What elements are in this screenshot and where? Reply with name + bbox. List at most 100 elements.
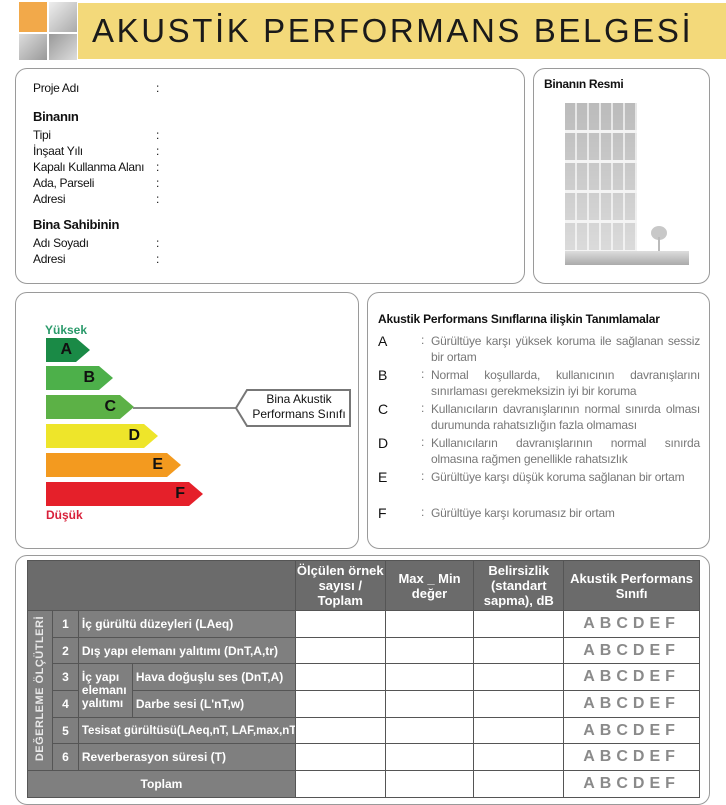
row-number: 4 [52,690,79,718]
cell-belirsizlik[interactable] [473,610,565,638]
label-ada-parseli: Ada, Parseli [33,176,95,190]
colon: : [421,505,425,519]
group-label: İç yapı elemanı yalıtımı [77,663,133,718]
cell-max-min[interactable] [384,636,475,665]
cell-class-letters[interactable]: ABCDEF [563,663,700,692]
cell-belirsizlik[interactable] [473,716,565,745]
cell-max-min[interactable] [384,610,475,638]
definition-text: Kullanıcıların davranışlarının normal sı… [431,402,700,432]
definition-text: Gürültüye karşı düşük koruma sağlanan bi… [431,470,685,484]
cell-belirsizlik[interactable] [473,743,565,772]
class-bar-d: D [46,424,158,448]
colon: : [156,81,160,95]
label-adi-soyadi: Adı Soyadı [33,236,89,250]
cell-belirsizlik[interactable] [473,663,565,692]
cell-class-letters[interactable]: ABCDEF [563,610,700,638]
ground-image [565,251,689,265]
colon: : [156,192,160,206]
cell-olculen[interactable] [294,690,386,718]
cell-max-min[interactable] [384,743,475,772]
label-insaat-yili: İnşaat Yılı [33,144,83,158]
class-bar-letter: D [128,427,140,444]
class-bar-e: E [46,453,181,477]
class-bar-letter: A [60,341,72,358]
cell-olculen[interactable] [294,770,386,798]
cell-olculen[interactable] [294,716,386,745]
colon: : [156,128,160,142]
definition-item: F: Gürültüye karşı korumasız bir ortam [378,505,700,521]
cell-belirsizlik[interactable] [473,770,565,798]
tree-image [651,226,667,240]
section-bina-sahibinin: Bina Sahibinin [33,217,120,232]
row-label: Darbe sesi (L'nT,w) [131,690,296,718]
header-blank [27,560,296,611]
table-row: 6 Reverberasyon süresi (T) ABCDEF [28,743,700,772]
table-row: 5 Tesisat gürültüsü(LAeq,nT, LAF,max,nT) A… [28,716,700,745]
table-row: 4 Darbe sesi (L'nT,w) ABCDEF [28,690,700,718]
header-belirsizlik: Belirsizlik (standart sapma), dB [473,560,565,611]
cell-olculen[interactable] [294,743,386,772]
cell-class-letters[interactable]: ABCDEF [563,716,700,745]
definition-item: E: Gürültüye karşı düşük koruma sağlanan … [378,469,700,485]
table-row: 3 İç yapı elemanı yalıtımı Hava doğuşlu se… [28,663,700,718]
section-binanin: Binanın [33,109,79,124]
class-bar-letter: B [83,369,95,386]
cell-olculen[interactable] [294,663,386,692]
table-row-total: Toplam ABCDEF [27,770,700,798]
cell-olculen[interactable] [294,636,386,665]
callout-line [133,407,238,409]
row-number: 1 [52,610,79,638]
class-bar-c: C [46,395,134,419]
colon: : [156,160,160,174]
header-olculen: Ölçülen örnek sayısı / Toplam [294,560,386,611]
cell-max-min[interactable] [384,716,475,745]
definition-letter: D [378,435,389,451]
row-number: 5 [52,716,79,745]
label-kapali-alan: Kapalı Kullanma Alanı [33,160,145,174]
cell-belirsizlik[interactable] [473,636,565,665]
colon: : [421,401,425,415]
label-tipi: Tipi [33,128,51,142]
cell-belirsizlik[interactable] [473,690,565,718]
cell-class-letters[interactable]: ABCDEF [563,636,700,665]
row-number: 2 [52,636,79,665]
cell-class-letters[interactable]: ABCDEF [563,690,700,718]
definitions-panel: Akustik Performans Sınıflarına ilişkin T… [367,292,710,549]
definition-item: D: Kullanıcıların davranışlarının normal … [378,435,700,467]
label-adresi: Adresi [33,192,66,206]
evaluation-table: Ölçülen örnek sayısı / Toplam Max _ Min … [27,560,700,798]
class-bar-letter: E [152,456,163,473]
definition-text: Gürültüye karşı korumasız bir ortam [431,506,615,520]
row-label: Dış yapı elemanı yalıtımı (DnT,A,tr) [77,636,296,665]
row-label: Reverberasyon süresi (T) [77,743,296,772]
cell-max-min[interactable] [384,770,475,798]
cell-max-min[interactable] [384,663,475,692]
scale-low-label: Düşük [46,508,83,522]
picture-title: Binanın Resmi [544,77,624,91]
cell-olculen[interactable] [294,610,386,638]
side-label: DEĞERLEME ÖLÇÜTLERİ [34,616,46,762]
project-info-panel: Proje Adı : Binanın Tipi : İnşaat Yılı :… [15,68,525,284]
row-number: 3 [52,663,79,692]
definition-letter: A [378,333,388,349]
definition-item: C: Kullanıcıların davranışlarının normal … [378,401,700,433]
callout-shape [235,389,351,427]
class-bar-letter: C [104,398,116,415]
definition-letter: B [378,367,388,383]
colon: : [421,367,425,381]
colon: : [156,144,160,158]
header-akustik: Akustik Performans Sınıfı [563,560,700,611]
callout-line2: Performans Sınıfı [252,407,346,421]
label-proje-adi: Proje Adı [33,81,79,95]
cell-max-min[interactable] [384,690,475,718]
cell-class-letters[interactable]: ABCDEF [563,743,700,772]
table-row: DEĞERLEME ÖLÇÜTLERİ 1 İç gürültü düzeyleri… [27,609,700,772]
callout-label: Bina Akustik Performans Sınıfı [247,392,351,422]
definition-text: Gürültüye karşı yüksek koruma ile sağlan… [431,334,700,364]
cell-class-letters[interactable]: ABCDEF [563,770,700,798]
row-label: İç gürültü düzeyleri (LAeq) [77,610,296,638]
colon: : [156,236,160,250]
header-max-min: Max _ Min değer [384,560,475,611]
colon: : [421,469,425,483]
colon: : [421,333,425,347]
